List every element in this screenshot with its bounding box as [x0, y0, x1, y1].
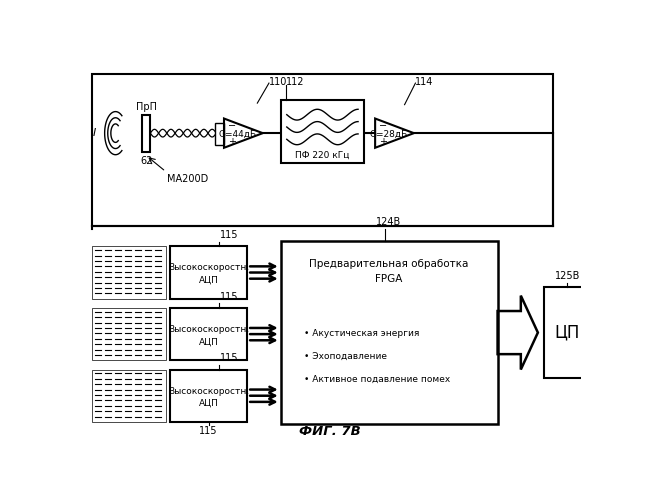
Text: I: I	[93, 128, 96, 138]
Bar	[92, 246, 166, 298]
Text: • Эхоподавление: • Эхоподавление	[304, 352, 387, 361]
Bar	[92, 308, 166, 360]
Text: 110: 110	[269, 76, 287, 86]
Text: АЦП: АЦП	[199, 276, 219, 284]
Text: 125В: 125В	[555, 271, 580, 281]
Text: ЦП: ЦП	[555, 324, 580, 342]
Text: 62: 62	[140, 156, 152, 166]
Text: ПФ 220 кГц: ПФ 220 кГц	[295, 151, 350, 160]
Bar	[170, 370, 247, 422]
Bar	[215, 123, 224, 144]
Bar	[92, 74, 553, 226]
Text: G=28дБ: G=28дБ	[370, 130, 408, 139]
Text: Предварительная обработка: Предварительная обработка	[310, 259, 469, 269]
Text: Высокоскоростн.: Высокоскоростн.	[168, 386, 249, 396]
Text: 112: 112	[286, 76, 304, 86]
Text: Высокоскоростн.: Высокоскоростн.	[168, 264, 249, 272]
Text: • Акустическая энергия: • Акустическая энергия	[304, 329, 419, 338]
Text: +: +	[379, 136, 387, 146]
Text: 115: 115	[220, 292, 239, 302]
Text: ФИГ. 7В: ФИГ. 7В	[299, 426, 361, 438]
Text: MA200D: MA200D	[168, 174, 209, 184]
Bar	[170, 308, 247, 360]
Bar	[281, 241, 497, 424]
Text: 124В: 124В	[377, 217, 402, 227]
Bar	[281, 100, 364, 163]
Text: FPGA: FPGA	[375, 274, 402, 284]
Text: АЦП: АЦП	[199, 399, 219, 408]
Text: Высокоскоростн.: Высокоскоростн.	[168, 325, 249, 334]
Bar	[92, 370, 166, 422]
Bar	[170, 246, 247, 298]
Text: АЦП: АЦП	[199, 338, 219, 346]
Text: +: +	[228, 136, 236, 146]
Text: 115: 115	[220, 354, 239, 364]
Text: 115: 115	[220, 230, 239, 240]
Text: 115: 115	[199, 426, 218, 436]
Bar	[142, 116, 150, 152]
Text: G=44дБ: G=44дБ	[219, 130, 257, 139]
Text: −: −	[228, 121, 236, 131]
Text: −: −	[379, 121, 387, 131]
Text: 114: 114	[415, 76, 434, 86]
Bar	[544, 287, 591, 378]
Text: ПрП: ПрП	[135, 102, 157, 112]
Text: • Активное подавление помех: • Активное подавление помех	[304, 375, 450, 384]
